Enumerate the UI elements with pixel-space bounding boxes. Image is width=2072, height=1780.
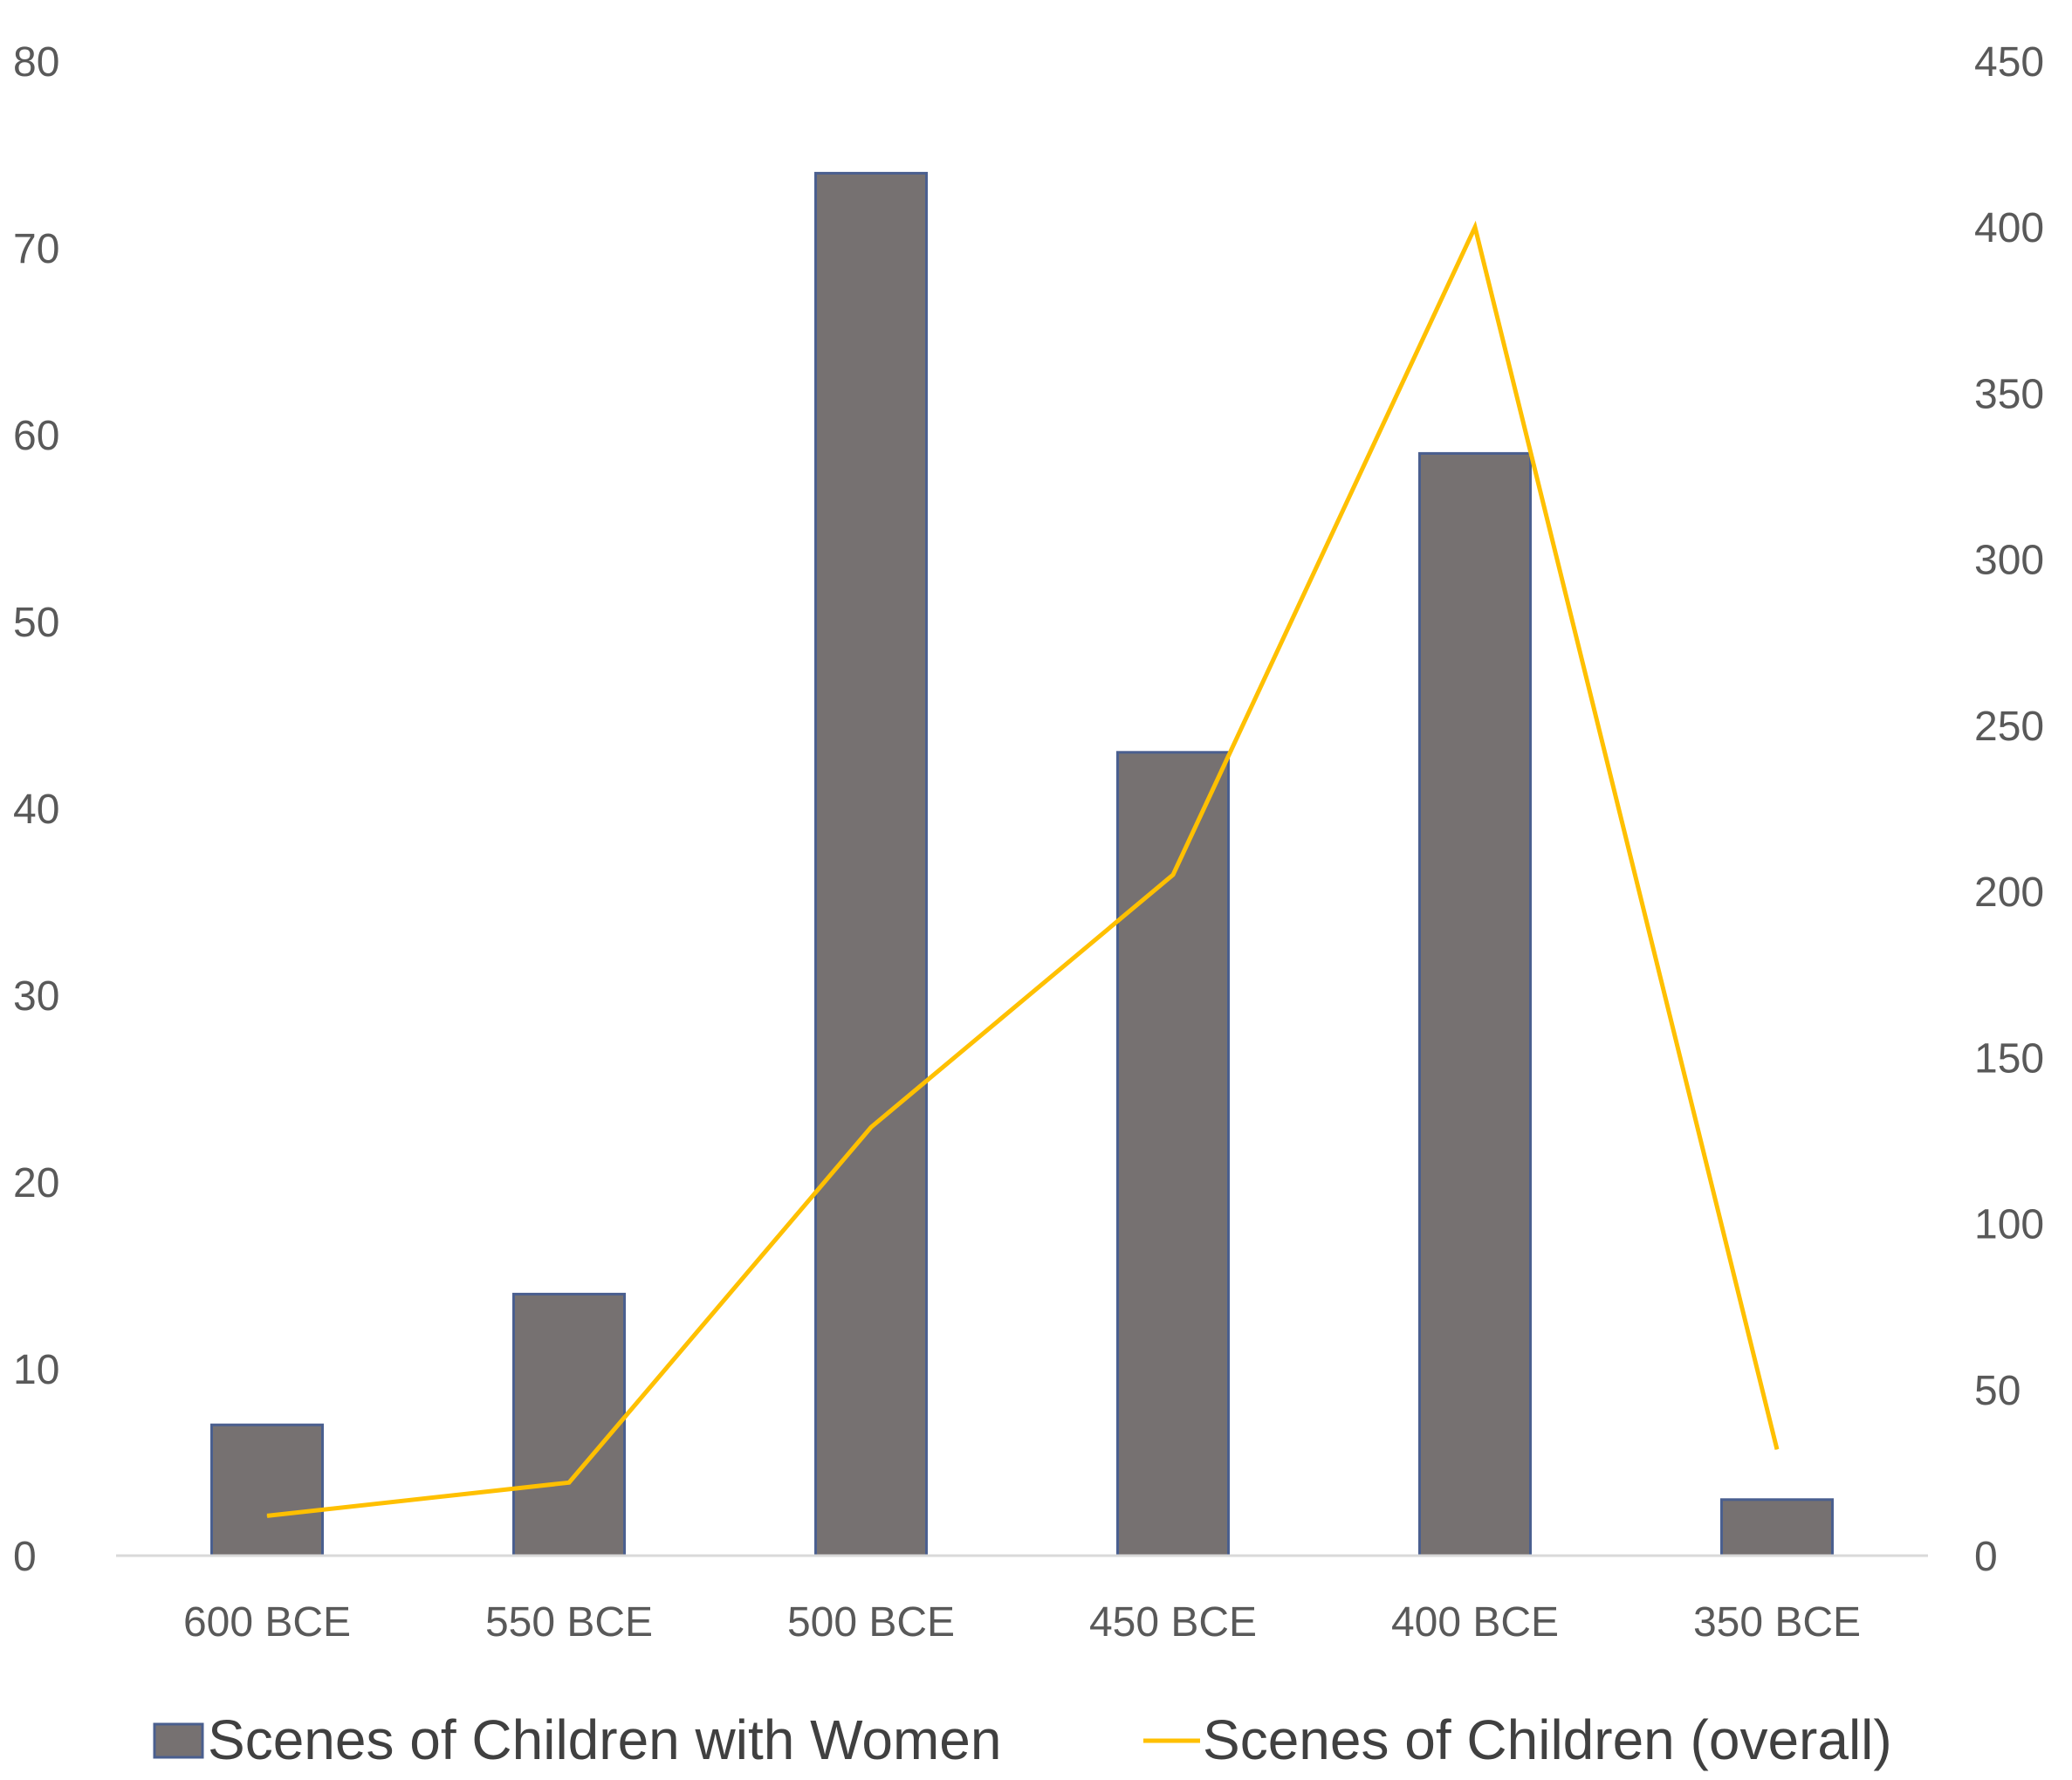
y-tick-label-left: 30 [13, 973, 59, 1020]
line-point [870, 1126, 872, 1128]
x-axis: 600 BCE 550 BCE 500 BCE 450 BCE 400 BCE 350 B… [183, 1599, 1861, 1646]
series-line [266, 220, 1780, 1518]
legend-swatch-bar [153, 1722, 204, 1759]
y-axis-left: 0 10 20 30 40 50 60 70 80 [13, 39, 59, 1580]
y-tick-label-left: 20 [13, 1160, 59, 1206]
x-tick-label: 600 BCE [183, 1599, 351, 1646]
y-tick-label-left: 0 [13, 1534, 37, 1580]
line-series [266, 220, 1780, 1518]
y-tick-label-right: 450 [1974, 39, 2044, 86]
y-tick-label-right: 400 [1974, 205, 2044, 251]
legend-label-bar: Scenes of Children with Women [208, 1708, 1001, 1771]
y-tick-label-left: 60 [13, 413, 59, 459]
bar [210, 1423, 324, 1557]
x-tick-label: 350 BCE [1693, 1599, 1861, 1646]
y-tick-label-left: 80 [13, 39, 59, 86]
y-tick-label-left: 40 [13, 787, 59, 833]
bar [512, 1292, 626, 1557]
y-tick-label-right: 350 [1974, 371, 2044, 417]
y-tick-label-right: 250 [1974, 704, 2044, 750]
line-point [1474, 226, 1476, 228]
y-tick-label-right: 100 [1974, 1202, 2044, 1248]
line-point [266, 1515, 268, 1516]
bar [1418, 451, 1532, 1557]
x-tick-label: 500 BCE [787, 1599, 955, 1646]
line-point [568, 1481, 570, 1483]
y-tick-label-right: 200 [1974, 869, 2044, 916]
line-point [1172, 874, 1174, 876]
bar [1720, 1498, 1834, 1557]
y-tick-label-left: 10 [13, 1347, 59, 1393]
bar [814, 171, 928, 1557]
y-axis-right: 0 50 100 150 200 250 300 350 400 450 [1974, 39, 2044, 1580]
bar-series [210, 171, 1834, 1557]
y-tick-label-right: 300 [1974, 538, 2044, 584]
x-tick-label: 400 BCE [1391, 1599, 1559, 1646]
y-tick-label-right: 150 [1974, 1035, 2044, 1082]
x-tick-label: 550 BCE [485, 1599, 653, 1646]
legend-label-line: Scenes of Children (overall) [1203, 1708, 1892, 1771]
bar [1116, 751, 1230, 1557]
y-tick-label-right: 50 [1974, 1368, 2021, 1414]
line-point [1776, 1448, 1778, 1450]
x-tick-label: 450 BCE [1089, 1599, 1257, 1646]
y-tick-label-left: 50 [13, 600, 59, 646]
y-tick-label-left: 70 [13, 226, 59, 272]
legend: Scenes of Children with Women Scenes of … [153, 1708, 1892, 1771]
y-tick-label-right: 0 [1974, 1534, 1998, 1580]
